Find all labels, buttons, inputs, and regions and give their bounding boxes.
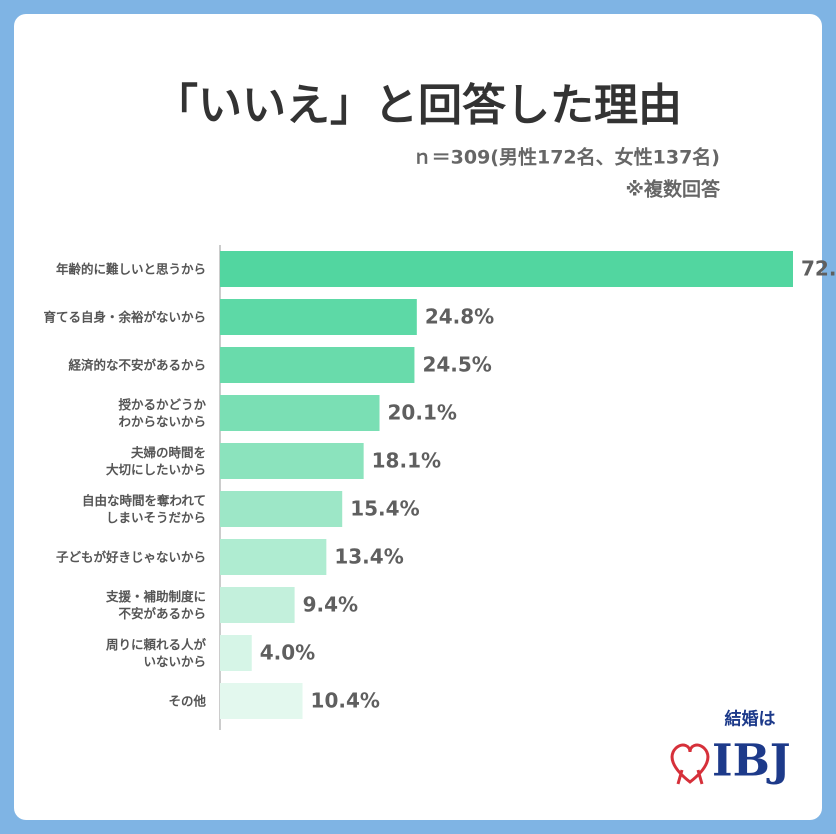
note: ※複数回答 <box>626 178 721 201</box>
value-label: 9.4% <box>303 593 358 617</box>
value-label: 10.4% <box>311 689 380 713</box>
value-label: 4.0% <box>260 641 315 665</box>
category-label: 支援・補助制度に 不安があるから <box>105 589 206 621</box>
category-label: 授かるかどうか わからないから <box>118 397 206 429</box>
chart-title: 「いいえ」と回答した理由 <box>154 80 682 131</box>
bar <box>220 683 303 719</box>
value-label: 15.4% <box>350 497 419 521</box>
category-label: 夫婦の時間を 大切にしたいから <box>105 445 206 477</box>
logo-tagline: 結婚は <box>725 709 776 730</box>
category-label: 育てる自身・余裕がないから <box>43 309 206 325</box>
bar <box>220 347 415 383</box>
category-label: 周りに頼れる人が いないから <box>105 637 206 669</box>
value-label: 20.1% <box>388 401 457 425</box>
bar <box>220 251 793 287</box>
value-label: 72.2% <box>801 257 836 281</box>
category-label: 経済的な不安があるから <box>68 357 206 373</box>
bar <box>220 539 327 575</box>
bar <box>220 395 380 431</box>
value-label: 18.1% <box>372 449 441 473</box>
category-label: 自由な時間を奪われて しまいそうだから <box>81 493 206 525</box>
bar <box>220 635 252 671</box>
bar <box>220 491 343 527</box>
category-label: 子どもが好きじゃないから <box>55 549 206 565</box>
category-label: 年齢的に難しいと思うから <box>55 261 206 277</box>
bar <box>220 299 417 335</box>
bar <box>220 443 364 479</box>
logo-heart <box>670 743 710 785</box>
value-label: 24.8% <box>425 305 494 329</box>
value-label: 24.5% <box>422 353 491 377</box>
card <box>14 14 822 820</box>
category-label: その他 <box>168 693 206 709</box>
subtitle: ｎ＝309(男性172名、女性137名) <box>413 146 720 169</box>
logo-name: IBJ <box>712 736 791 787</box>
bar <box>220 587 295 623</box>
value-label: 13.4% <box>334 545 403 569</box>
